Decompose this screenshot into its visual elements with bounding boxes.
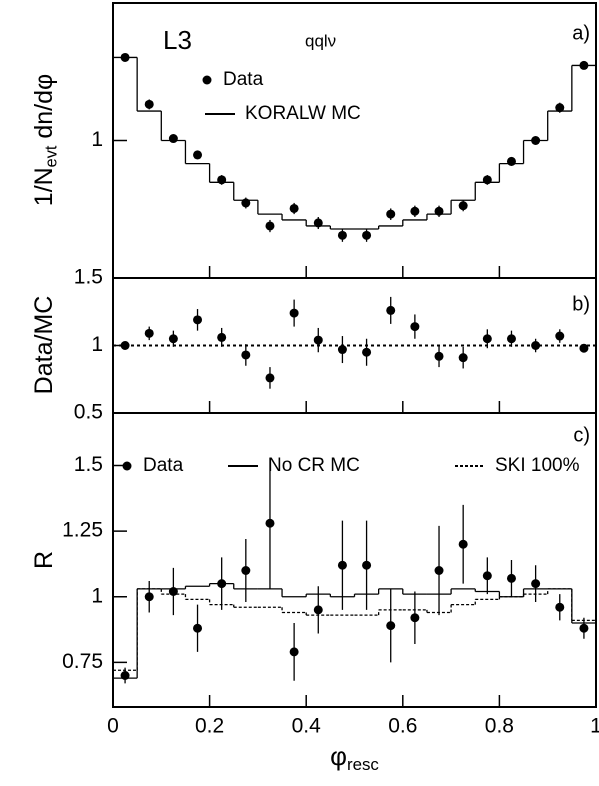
data-point <box>482 334 492 344</box>
data-point <box>193 623 203 633</box>
legend-label: Data <box>223 69 264 90</box>
y-tick-label: 1 <box>91 584 103 607</box>
data-point <box>289 647 299 657</box>
data-point <box>168 134 178 144</box>
data-point <box>555 331 565 341</box>
data-point <box>217 175 227 185</box>
y-tick-label: 0.75 <box>62 650 103 673</box>
data-point <box>313 605 323 615</box>
data-point <box>289 203 299 213</box>
annotation: a) <box>572 22 590 44</box>
legend-marker <box>122 461 132 471</box>
y-tick-label: 1.5 <box>74 453 103 476</box>
data-point <box>555 602 565 612</box>
data-point <box>482 175 492 185</box>
data-point <box>579 623 589 633</box>
data-point <box>362 560 372 570</box>
axis-label-part: dn/dφ <box>30 74 58 146</box>
data-point <box>337 230 347 240</box>
annotation: b) <box>572 293 590 315</box>
data-point <box>193 315 203 325</box>
data-point <box>506 334 516 344</box>
y-tick-label: 1 <box>91 333 103 356</box>
data-point <box>506 573 516 583</box>
data-point <box>362 230 372 240</box>
axis-label-part: evt <box>43 145 61 167</box>
data-point <box>337 345 347 355</box>
data-point <box>120 341 130 350</box>
legend-label: KORALW MC <box>245 103 361 124</box>
data-point <box>144 328 154 338</box>
data-point <box>313 218 323 228</box>
data-point <box>458 539 468 549</box>
data-point <box>434 566 444 575</box>
data-point <box>265 373 275 383</box>
data-point <box>386 305 396 315</box>
data-point <box>313 335 323 345</box>
y-tick-label: 1 <box>91 128 103 151</box>
data-point <box>410 613 420 623</box>
y-tick-label: 1.25 <box>62 519 103 542</box>
data-point <box>144 592 154 602</box>
x-tick-label: 0.4 <box>292 715 322 738</box>
legend-marker <box>202 75 212 85</box>
data-point <box>144 99 154 109</box>
data-point <box>410 206 420 216</box>
axis-label: 1/Nevt dn/dφ <box>30 74 61 206</box>
axis-label: φresc <box>330 741 379 774</box>
y-tick-label: 1.5 <box>74 266 103 289</box>
axis-label-part: Data/MC <box>30 296 58 395</box>
y-tick-label: 0.5 <box>74 401 103 424</box>
data-point <box>531 341 541 350</box>
axis-label-part: φ <box>330 741 347 771</box>
annotation: qqlν <box>305 31 336 50</box>
x-tick-label: 0.8 <box>485 715 514 738</box>
x-tick-label: 0.2 <box>195 715 224 738</box>
legend-label: SKI 100% <box>495 455 580 476</box>
plot-frame <box>112 412 597 708</box>
data-point <box>579 343 589 353</box>
data-point <box>193 150 203 160</box>
data-point <box>265 518 275 528</box>
axis-label: R <box>30 551 58 569</box>
x-tick-label: 1 <box>590 715 599 738</box>
data-point <box>265 221 275 231</box>
data-point <box>410 322 420 332</box>
data-point <box>337 560 347 570</box>
legend-label: No CR MC <box>268 455 360 476</box>
data-point <box>434 351 444 361</box>
data-point <box>289 308 299 318</box>
legend-label: Data <box>143 455 184 476</box>
data-point <box>386 621 396 631</box>
data-point <box>386 209 396 219</box>
annotation: L3 <box>163 25 192 55</box>
axis-label-part: R <box>30 551 58 569</box>
axis-label-part: 1/N <box>30 167 58 206</box>
data-point <box>458 353 468 363</box>
data-point <box>217 332 227 342</box>
data-point <box>241 350 251 360</box>
data-point <box>168 334 178 344</box>
data-point <box>531 579 541 589</box>
axis-label-part: resc <box>347 755 379 774</box>
data-point <box>506 156 516 166</box>
data-point <box>241 566 251 575</box>
annotation: c) <box>573 424 590 446</box>
data-point <box>458 201 468 211</box>
x-tick-label: 0 <box>107 715 119 738</box>
data-point <box>555 103 565 113</box>
data-point <box>362 347 372 357</box>
axis-label: Data/MC <box>30 296 58 395</box>
x-tick-label: 0.6 <box>388 715 417 738</box>
data-point <box>482 571 492 581</box>
